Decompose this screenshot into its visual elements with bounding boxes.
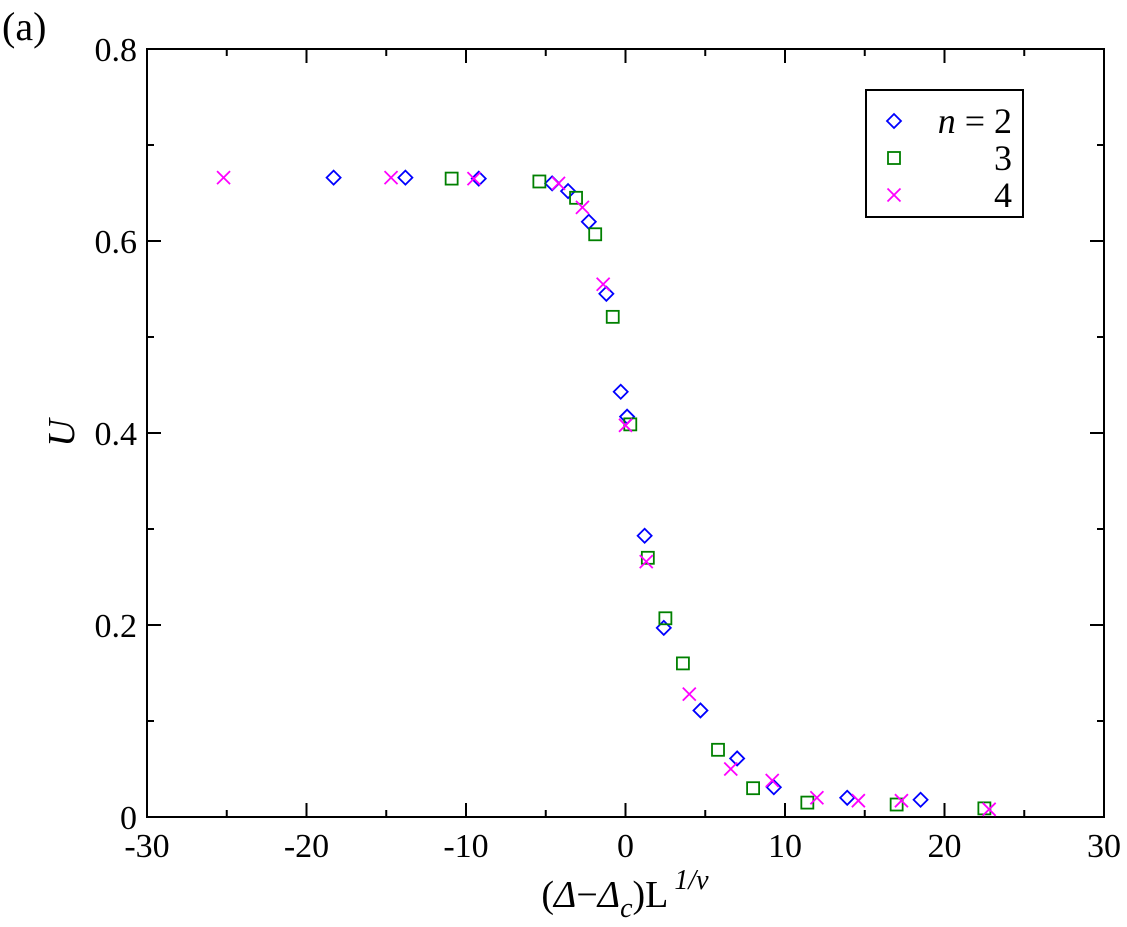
legend-marker-square — [887, 151, 901, 165]
data-point-square — [746, 781, 760, 796]
x-tick-label: 20 — [928, 828, 962, 865]
y-tick-label: 0 — [120, 800, 137, 837]
data-point-cross — [682, 686, 697, 702]
data-point-diamond — [655, 619, 673, 637]
data-point-cross — [383, 170, 399, 185]
legend-marker-diamond — [885, 112, 903, 130]
axis-tick-labels: -30 -20 -10 0 10 20 30 0 0.2 0.4 0.6 0.8 — [95, 32, 1122, 865]
data-point-square — [658, 611, 673, 626]
data-point-square — [889, 797, 904, 812]
data-point-square — [676, 656, 690, 671]
data-point-diamond — [325, 169, 342, 186]
legend-label-n4: 4 — [994, 175, 1012, 215]
legend-label-n2: n = 2 — [938, 101, 1012, 141]
data-point-diamond — [543, 175, 561, 192]
x-tick-label: 30 — [1087, 828, 1121, 865]
data-point-diamond — [598, 285, 615, 303]
data-point-cross — [216, 170, 231, 185]
data-point-diamond — [580, 213, 598, 231]
data-point-cross — [618, 418, 633, 433]
data-point-cross — [551, 176, 566, 191]
data-point-cross — [982, 802, 997, 817]
y-tick-label: 0.8 — [95, 32, 138, 69]
data-point-diamond — [692, 702, 709, 719]
y-axis-label: U — [41, 417, 83, 447]
data-point-square — [532, 174, 547, 189]
legend: n = 2 3 4 — [865, 89, 1024, 218]
data-point-cross — [851, 793, 866, 808]
data-points — [216, 169, 997, 817]
legend-markers — [885, 112, 903, 203]
data-point-cross — [723, 761, 738, 777]
data-point-diamond — [612, 383, 629, 400]
data-point-square — [569, 190, 583, 205]
legend-label-n3: 3 — [994, 138, 1012, 178]
y-tick-label: 0.6 — [95, 224, 138, 261]
data-point-diamond — [838, 789, 856, 807]
data-point-diamond — [636, 527, 653, 544]
legend-marker-cross — [886, 187, 902, 203]
data-point-square — [588, 227, 603, 242]
data-point-cross — [596, 277, 611, 292]
x-tick-label: 0 — [617, 828, 634, 865]
data-point-diamond — [470, 170, 488, 187]
x-tick-label: -20 — [284, 828, 329, 865]
data-point-square — [605, 309, 620, 324]
data-point-diamond — [728, 750, 746, 767]
data-point-cross — [894, 793, 909, 808]
x-axis-label: (Δ−Δc)L 1/ν — [541, 865, 709, 924]
x-tick-label: -10 — [443, 828, 488, 865]
data-point-cross — [765, 773, 780, 788]
data-point-cross — [809, 790, 825, 805]
y-tick-label: 0.4 — [95, 416, 138, 453]
panel-label: (a) — [2, 4, 46, 49]
y-tick-label: 0.2 — [95, 608, 138, 645]
data-point-cross — [639, 554, 654, 569]
data-point-diamond — [912, 791, 929, 808]
axis-ticks — [146, 48, 1105, 818]
svg-text:U: U — [41, 417, 83, 447]
data-point-diamond — [397, 169, 414, 186]
data-point-cross — [575, 200, 590, 215]
x-tick-label: -30 — [124, 828, 169, 865]
data-point-cross — [466, 171, 482, 186]
data-point-square — [711, 742, 725, 757]
data-point-diamond — [765, 778, 783, 796]
x-tick-label: 10 — [768, 828, 802, 865]
data-point-square — [444, 171, 459, 186]
